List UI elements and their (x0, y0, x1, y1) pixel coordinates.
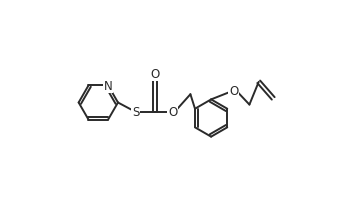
Text: N: N (104, 80, 112, 92)
Text: S: S (132, 106, 139, 119)
Text: O: O (151, 68, 160, 81)
Text: O: O (229, 84, 239, 97)
Text: O: O (168, 106, 177, 119)
